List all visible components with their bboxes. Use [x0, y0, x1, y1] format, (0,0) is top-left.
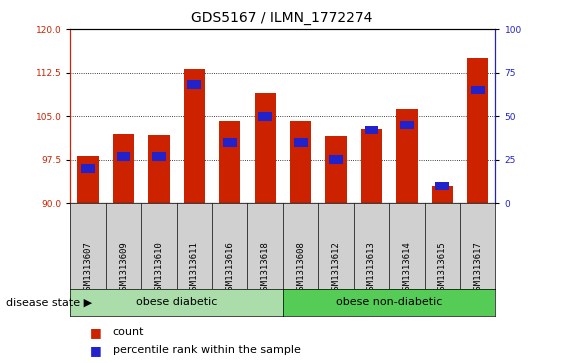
Bar	[184, 69, 205, 203]
Text: GSM1313614: GSM1313614	[403, 242, 412, 295]
Bar	[325, 136, 347, 203]
Bar	[329, 155, 343, 164]
Bar	[78, 156, 99, 203]
Bar	[223, 138, 236, 147]
Text: GSM1313611: GSM1313611	[190, 242, 199, 295]
Bar	[81, 164, 95, 173]
Text: GSM1313615: GSM1313615	[438, 242, 447, 295]
Bar	[290, 121, 311, 203]
Bar	[258, 112, 272, 121]
Bar	[152, 152, 166, 160]
Text: GSM1313613: GSM1313613	[367, 242, 376, 295]
Text: GSM1313607: GSM1313607	[83, 242, 92, 295]
Text: GSM1313616: GSM1313616	[225, 242, 234, 295]
Text: disease state ▶: disease state ▶	[6, 297, 92, 307]
Text: GSM1313610: GSM1313610	[154, 242, 163, 295]
Text: ■: ■	[90, 326, 102, 339]
Text: obese non-diabetic: obese non-diabetic	[336, 297, 443, 307]
Text: GSM1313609: GSM1313609	[119, 242, 128, 295]
Bar	[361, 129, 382, 203]
Text: GSM1313617: GSM1313617	[473, 242, 482, 295]
Bar	[219, 121, 240, 203]
Bar	[187, 81, 201, 89]
Bar	[396, 109, 418, 203]
Bar	[400, 121, 414, 129]
Text: GSM1313612: GSM1313612	[332, 242, 341, 295]
Text: obese diabetic: obese diabetic	[136, 297, 217, 307]
Bar	[294, 138, 307, 147]
Bar	[117, 152, 131, 160]
Bar	[113, 134, 134, 203]
Text: count: count	[113, 327, 144, 337]
Text: GSM1313608: GSM1313608	[296, 242, 305, 295]
Bar	[471, 86, 485, 94]
Text: percentile rank within the sample: percentile rank within the sample	[113, 345, 301, 355]
Bar	[467, 58, 488, 203]
Bar	[435, 182, 449, 190]
Text: GDS5167 / ILMN_1772274: GDS5167 / ILMN_1772274	[191, 11, 372, 25]
Bar	[432, 186, 453, 203]
Bar	[365, 126, 378, 134]
Bar	[148, 135, 169, 203]
Text: ■: ■	[90, 344, 102, 357]
Text: GSM1313618: GSM1313618	[261, 242, 270, 295]
Bar	[254, 93, 276, 203]
